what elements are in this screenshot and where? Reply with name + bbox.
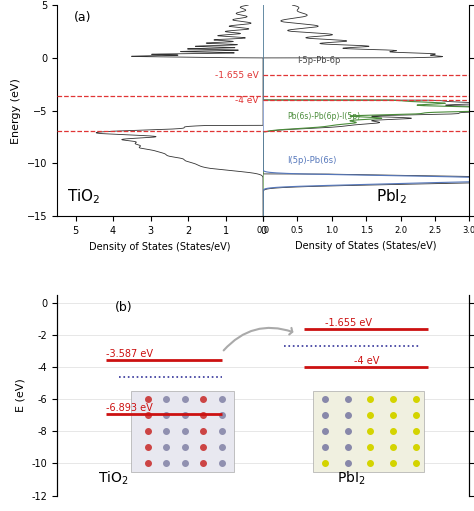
X-axis label: Density of States (States/eV): Density of States (States/eV) bbox=[295, 241, 437, 250]
Text: TiO$_2$: TiO$_2$ bbox=[98, 470, 129, 487]
Text: -4 eV: -4 eV bbox=[236, 96, 259, 105]
Text: TiO$_2$: TiO$_2$ bbox=[67, 187, 100, 206]
Y-axis label: E (eV): E (eV) bbox=[16, 378, 26, 412]
Text: I-5p-Pb-6p: I-5p-Pb-6p bbox=[298, 56, 341, 65]
Text: PbI$_2$: PbI$_2$ bbox=[376, 187, 408, 206]
Y-axis label: Energy (eV): Energy (eV) bbox=[11, 78, 21, 144]
Text: -6.893 eV: -6.893 eV bbox=[106, 403, 153, 412]
Text: PbI$_2$: PbI$_2$ bbox=[337, 470, 366, 487]
Text: -3.587 eV: -3.587 eV bbox=[106, 350, 154, 359]
Text: -1.655 eV: -1.655 eV bbox=[215, 71, 259, 80]
Bar bbox=[312, 391, 424, 472]
Text: -6.893 eV: -6.893 eV bbox=[265, 126, 309, 135]
Text: -4 eV: -4 eV bbox=[354, 356, 379, 366]
Text: (b): (b) bbox=[115, 300, 132, 314]
Bar bbox=[131, 391, 234, 472]
X-axis label: Density of States (States/eV): Density of States (States/eV) bbox=[89, 242, 231, 251]
Text: -1.655 eV: -1.655 eV bbox=[325, 318, 372, 329]
Text: (a): (a) bbox=[73, 11, 91, 25]
Text: -3.587 eV: -3.587 eV bbox=[265, 91, 309, 100]
Text: Pb(6s)-Pb(6p)-I(5p): Pb(6s)-Pb(6p)-I(5p) bbox=[287, 112, 360, 121]
Text: I(5p)-Pb(6s): I(5p)-Pb(6s) bbox=[287, 156, 337, 166]
